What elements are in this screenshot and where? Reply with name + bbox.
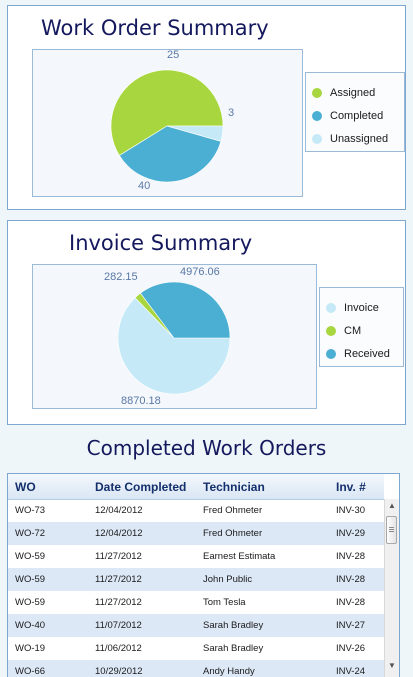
scroll-down-icon[interactable]: ▼: [388, 661, 396, 670]
cell-date-completed: 11/06/2012: [95, 643, 142, 654]
work-order-chart-plot: [32, 49, 303, 197]
cell-wo: WO-59: [15, 551, 46, 562]
legend-swatch: [326, 348, 336, 359]
legend-label: Received: [344, 347, 390, 360]
work-order-pie-chart: [110, 69, 224, 183]
grid-scrollbar[interactable]: ▲ ▼: [384, 499, 399, 677]
cell-date-completed: 11/27/2012: [95, 574, 142, 585]
column-header-wo[interactable]: WO: [15, 480, 36, 494]
data-label-invoice: 8870.18: [121, 395, 161, 407]
scroll-thumb[interactable]: [386, 516, 397, 544]
pie-slice-invoice: [117, 297, 231, 395]
cell-wo: WO-72: [15, 528, 46, 539]
table-row[interactable]: WO-59 11/27/2012 John Public INV-28: [8, 568, 384, 591]
cell-date-completed: 11/07/2012: [95, 620, 142, 631]
cell-date-completed: 12/04/2012: [95, 505, 143, 516]
grid-body: WO-73 12/04/2012 Fred Ohmeter INV-30 WO-72 12…: [8, 499, 384, 677]
cell-inv-number: INV-28: [336, 551, 366, 562]
cell-inv-number: INV-29: [336, 528, 366, 539]
pie-slice-completed: [118, 125, 222, 183]
grid-header: WO Date Completed Technician Inv. #: [8, 474, 384, 500]
legend-item-assigned: Assigned: [306, 81, 404, 104]
data-label-cm: 282.15: [104, 271, 138, 283]
legend-label: Invoice: [344, 301, 379, 314]
work-order-summary-title: Work Order Summary: [41, 16, 269, 40]
cell-date-completed: 11/27/2012: [95, 551, 142, 562]
legend-label: Unassigned: [330, 132, 389, 145]
legend-item-completed: Completed: [306, 104, 404, 127]
invoice-summary-title: Invoice Summary: [69, 231, 253, 255]
table-row[interactable]: WO-59 11/27/2012 Earnest Estimata INV-28: [8, 545, 384, 568]
data-label-assigned: 40: [138, 180, 151, 192]
column-header-inv-number[interactable]: Inv. #: [336, 480, 366, 494]
cell-inv-number: INV-30: [336, 505, 366, 516]
cell-wo: WO-59: [15, 597, 46, 608]
cell-technician: Earnest Estimata: [203, 551, 276, 562]
invoice-summary-panel: Invoice Summary 282.15 4976.06 8870.18 I…: [7, 220, 406, 425]
cell-technician: Sarah Bradley: [203, 643, 264, 654]
legend-swatch: [312, 133, 322, 144]
cell-wo: WO-66: [15, 666, 46, 677]
completed-work-orders-grid: WO Date Completed Technician Inv. # WO-7…: [7, 473, 400, 677]
legend-label: CM: [344, 324, 362, 337]
invoice-legend: Invoice CM Received: [319, 287, 404, 367]
cell-technician: Sarah Bradley: [203, 620, 264, 631]
invoice-pie-chart: [117, 281, 231, 395]
cell-inv-number: INV-27: [336, 620, 366, 631]
pie-slice-unassigned: [166, 125, 224, 142]
table-row[interactable]: WO-59 11/27/2012 Tom Tesla INV-28: [8, 591, 384, 614]
legend-swatch: [326, 325, 336, 336]
cell-wo: WO-73: [15, 505, 46, 516]
column-header-date-completed[interactable]: Date Completed: [95, 480, 187, 494]
legend-swatch: [312, 110, 322, 121]
pie-slice-assigned: [110, 69, 224, 156]
completed-work-orders-title: Completed Work Orders: [86, 436, 327, 460]
legend-label: Assigned: [330, 86, 376, 99]
cell-wo: WO-59: [15, 574, 46, 585]
cell-wo: WO-40: [15, 620, 46, 631]
cell-inv-number: INV-24: [336, 666, 366, 677]
cell-technician: Fred Ohmeter: [203, 505, 263, 516]
table-row[interactable]: WO-66 10/29/2012 Andy Handy INV-24: [8, 660, 384, 677]
legend-item-unassigned: Unassigned: [306, 127, 404, 150]
data-label-unassigned: 3: [228, 107, 235, 119]
cell-inv-number: INV-28: [336, 574, 366, 585]
work-order-summary-panel: Work Order Summary 25 3 40 Assigned Comp…: [7, 5, 406, 210]
cell-technician: Tom Tesla: [203, 597, 246, 608]
cell-date-completed: 10/29/2012: [95, 666, 143, 677]
cell-date-completed: 12/04/2012: [95, 528, 143, 539]
data-label-received: 4976.06: [180, 266, 220, 278]
legend-item-received: Received: [320, 342, 403, 365]
data-label-completed: 25: [167, 49, 180, 61]
legend-item-invoice: Invoice: [320, 296, 403, 319]
table-row[interactable]: WO-72 12/04/2012 Fred Ohmeter INV-29: [8, 522, 384, 545]
scroll-up-icon[interactable]: ▲: [388, 501, 396, 510]
legend-label: Completed: [330, 109, 384, 122]
invoice-chart-plot: [32, 264, 317, 409]
cell-inv-number: INV-28: [336, 597, 366, 608]
table-row[interactable]: WO-73 12/04/2012 Fred Ohmeter INV-30: [8, 499, 384, 522]
column-header-technician[interactable]: Technician: [203, 480, 265, 494]
cell-wo: WO-19: [15, 643, 46, 654]
table-row[interactable]: WO-40 11/07/2012 Sarah Bradley INV-27: [8, 614, 384, 637]
pie-slice-received: [140, 281, 231, 339]
legend-swatch: [312, 87, 322, 98]
cell-inv-number: INV-26: [336, 643, 366, 654]
cell-technician: John Public: [203, 574, 253, 585]
cell-technician: Andy Handy: [203, 666, 255, 677]
cell-technician: Fred Ohmeter: [203, 528, 263, 539]
cell-date-completed: 11/27/2012: [95, 597, 142, 608]
legend-swatch: [326, 302, 336, 313]
legend-item-cm: CM: [320, 319, 403, 342]
work-order-legend: Assigned Completed Unassigned: [305, 72, 405, 152]
table-row[interactable]: WO-19 11/06/2012 Sarah Bradley INV-26: [8, 637, 384, 660]
